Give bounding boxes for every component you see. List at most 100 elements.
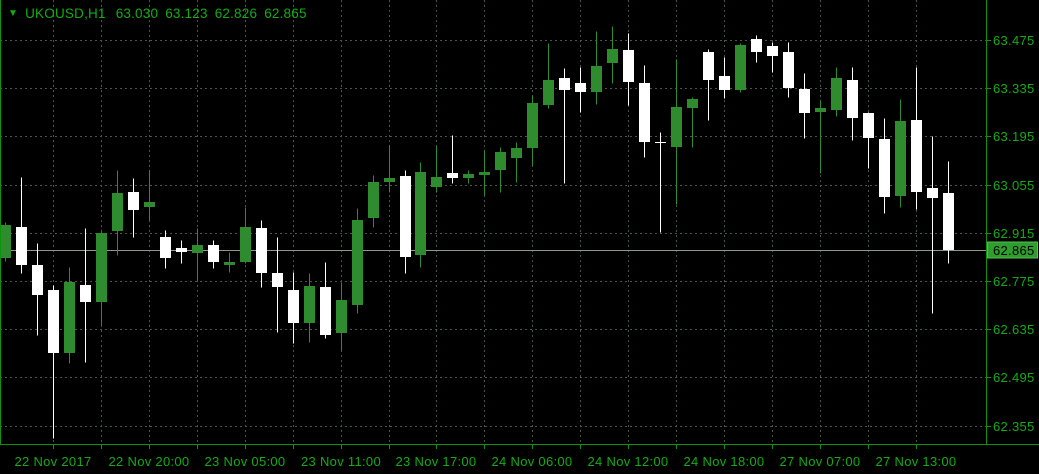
candle (655, 132, 666, 233)
candle (863, 112, 874, 169)
candle (384, 145, 395, 193)
candle (735, 43, 746, 93)
candle-body (719, 76, 730, 90)
ohlc-low-value: 62.826 (214, 6, 258, 21)
candle-body (0, 225, 11, 258)
chart-title: ▼ UKOUSD,H1 63.030 63.123 62.826 62.865 (8, 6, 314, 21)
candle (431, 146, 442, 193)
candle (463, 170, 474, 184)
candle-body (96, 233, 107, 302)
time-tick-label: 23 Nov 17:00 (396, 454, 477, 469)
candle-body (64, 282, 75, 353)
candle (607, 26, 618, 84)
candle (815, 100, 826, 174)
candle-body (543, 80, 554, 105)
candle (240, 207, 251, 264)
candle-body (48, 290, 59, 353)
candle-body (783, 52, 794, 88)
current-price-tag-value: 62.865 (993, 243, 1035, 258)
candle-body (927, 188, 938, 198)
candle (48, 285, 59, 439)
candle-body (272, 273, 283, 287)
candle (719, 57, 730, 99)
candle (256, 220, 267, 288)
candle (623, 33, 634, 106)
candle-body (431, 177, 442, 187)
candle (176, 240, 187, 264)
price-tick-label: 62.495 (993, 370, 1035, 385)
candle (128, 178, 139, 238)
candle-body (767, 46, 778, 56)
candle-body (112, 193, 123, 231)
candle-body (320, 287, 331, 335)
candle-body (208, 245, 219, 262)
candle-body (655, 142, 666, 143)
candle-body (192, 245, 203, 253)
price-tick-label: 62.915 (993, 226, 1035, 241)
price-tick-label: 63.475 (993, 33, 1035, 48)
candle-body (224, 262, 235, 265)
candle-body (352, 220, 363, 305)
candle-body (415, 172, 426, 255)
candle (400, 170, 411, 274)
candle-body (479, 172, 490, 175)
candle-body (671, 107, 682, 147)
current-price-tag: 62.865 (987, 241, 1038, 259)
time-tick-label: 27 Nov 13:00 (876, 454, 957, 469)
candle-body (400, 176, 411, 257)
candle-body (511, 148, 522, 158)
candle-body (128, 192, 139, 210)
candle-body (879, 139, 890, 197)
candle (847, 67, 858, 141)
candle-body (368, 182, 379, 218)
candle-body (176, 248, 187, 252)
symbol-dropdown-icon[interactable]: ▼ (8, 7, 19, 19)
candle (80, 228, 91, 363)
ohlc-close-value: 62.865 (264, 6, 307, 21)
time-tick-label: 24 Nov 18:00 (684, 454, 765, 469)
candle-body (895, 121, 906, 196)
candle-body (495, 152, 506, 170)
candle (799, 73, 810, 139)
candle (32, 243, 43, 336)
candle (783, 42, 794, 98)
candle-body (847, 80, 858, 118)
candle (895, 99, 906, 208)
candle (671, 59, 682, 205)
candle-body (735, 45, 746, 90)
candle-body (336, 300, 347, 333)
candle (591, 31, 602, 105)
candle (703, 49, 714, 121)
candle (495, 147, 506, 193)
price-tick-label: 62.635 (993, 322, 1035, 337)
candle (304, 273, 315, 343)
candle (639, 65, 650, 158)
candle (160, 230, 171, 269)
symbol-period-label: UKOUSD,H1 (25, 6, 106, 21)
candle (543, 43, 554, 109)
candle-body (799, 89, 810, 113)
candle-body (703, 52, 714, 80)
candle-body (687, 99, 698, 108)
candle (288, 272, 299, 344)
candle-body (943, 193, 954, 250)
candle (751, 35, 762, 63)
candle-body (639, 83, 650, 142)
candle-body (591, 66, 602, 92)
candle-body (815, 108, 826, 112)
candle-body (607, 49, 618, 63)
candle-body (831, 78, 842, 110)
candle (320, 262, 331, 339)
price-tick-label: 63.335 (993, 81, 1035, 96)
time-tick-label: 22 Nov 2017 (14, 454, 91, 469)
candle (208, 240, 219, 269)
candle-body (144, 202, 155, 207)
candle (575, 67, 586, 113)
candle-body (911, 120, 922, 192)
candle (352, 208, 363, 314)
candle (831, 67, 842, 117)
price-tick-label: 63.195 (993, 129, 1035, 144)
time-tick-label: 22 Nov 20:00 (109, 454, 190, 469)
